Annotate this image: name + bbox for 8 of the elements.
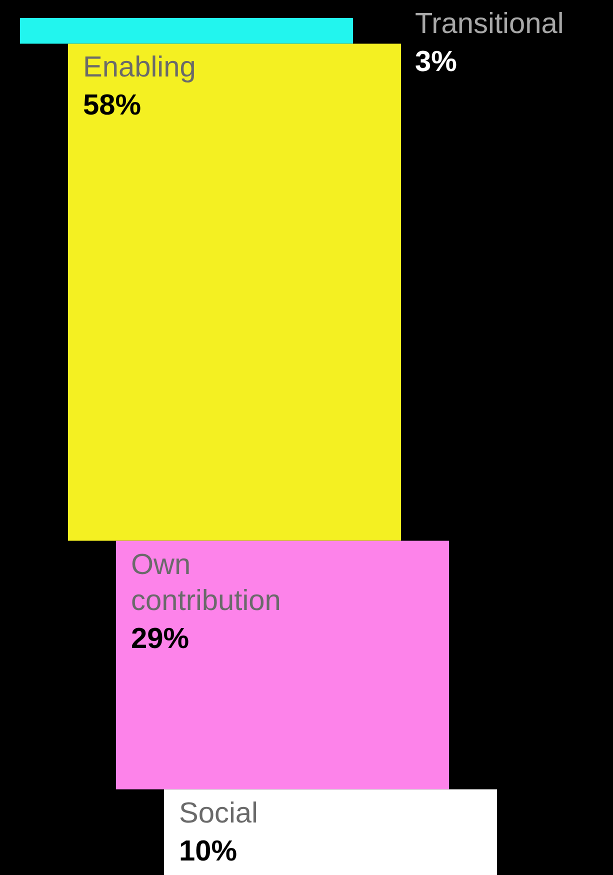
data-label: 10% [179, 835, 238, 868]
data-label: 29% [131, 622, 190, 655]
category-label: Own contribution [131, 548, 281, 617]
data-label: 3% [415, 46, 458, 78]
category-label: Enabling [83, 52, 196, 84]
category-label: Transitional [415, 8, 564, 40]
data-label: 58% [83, 90, 142, 122]
category-label: Social [179, 797, 258, 830]
